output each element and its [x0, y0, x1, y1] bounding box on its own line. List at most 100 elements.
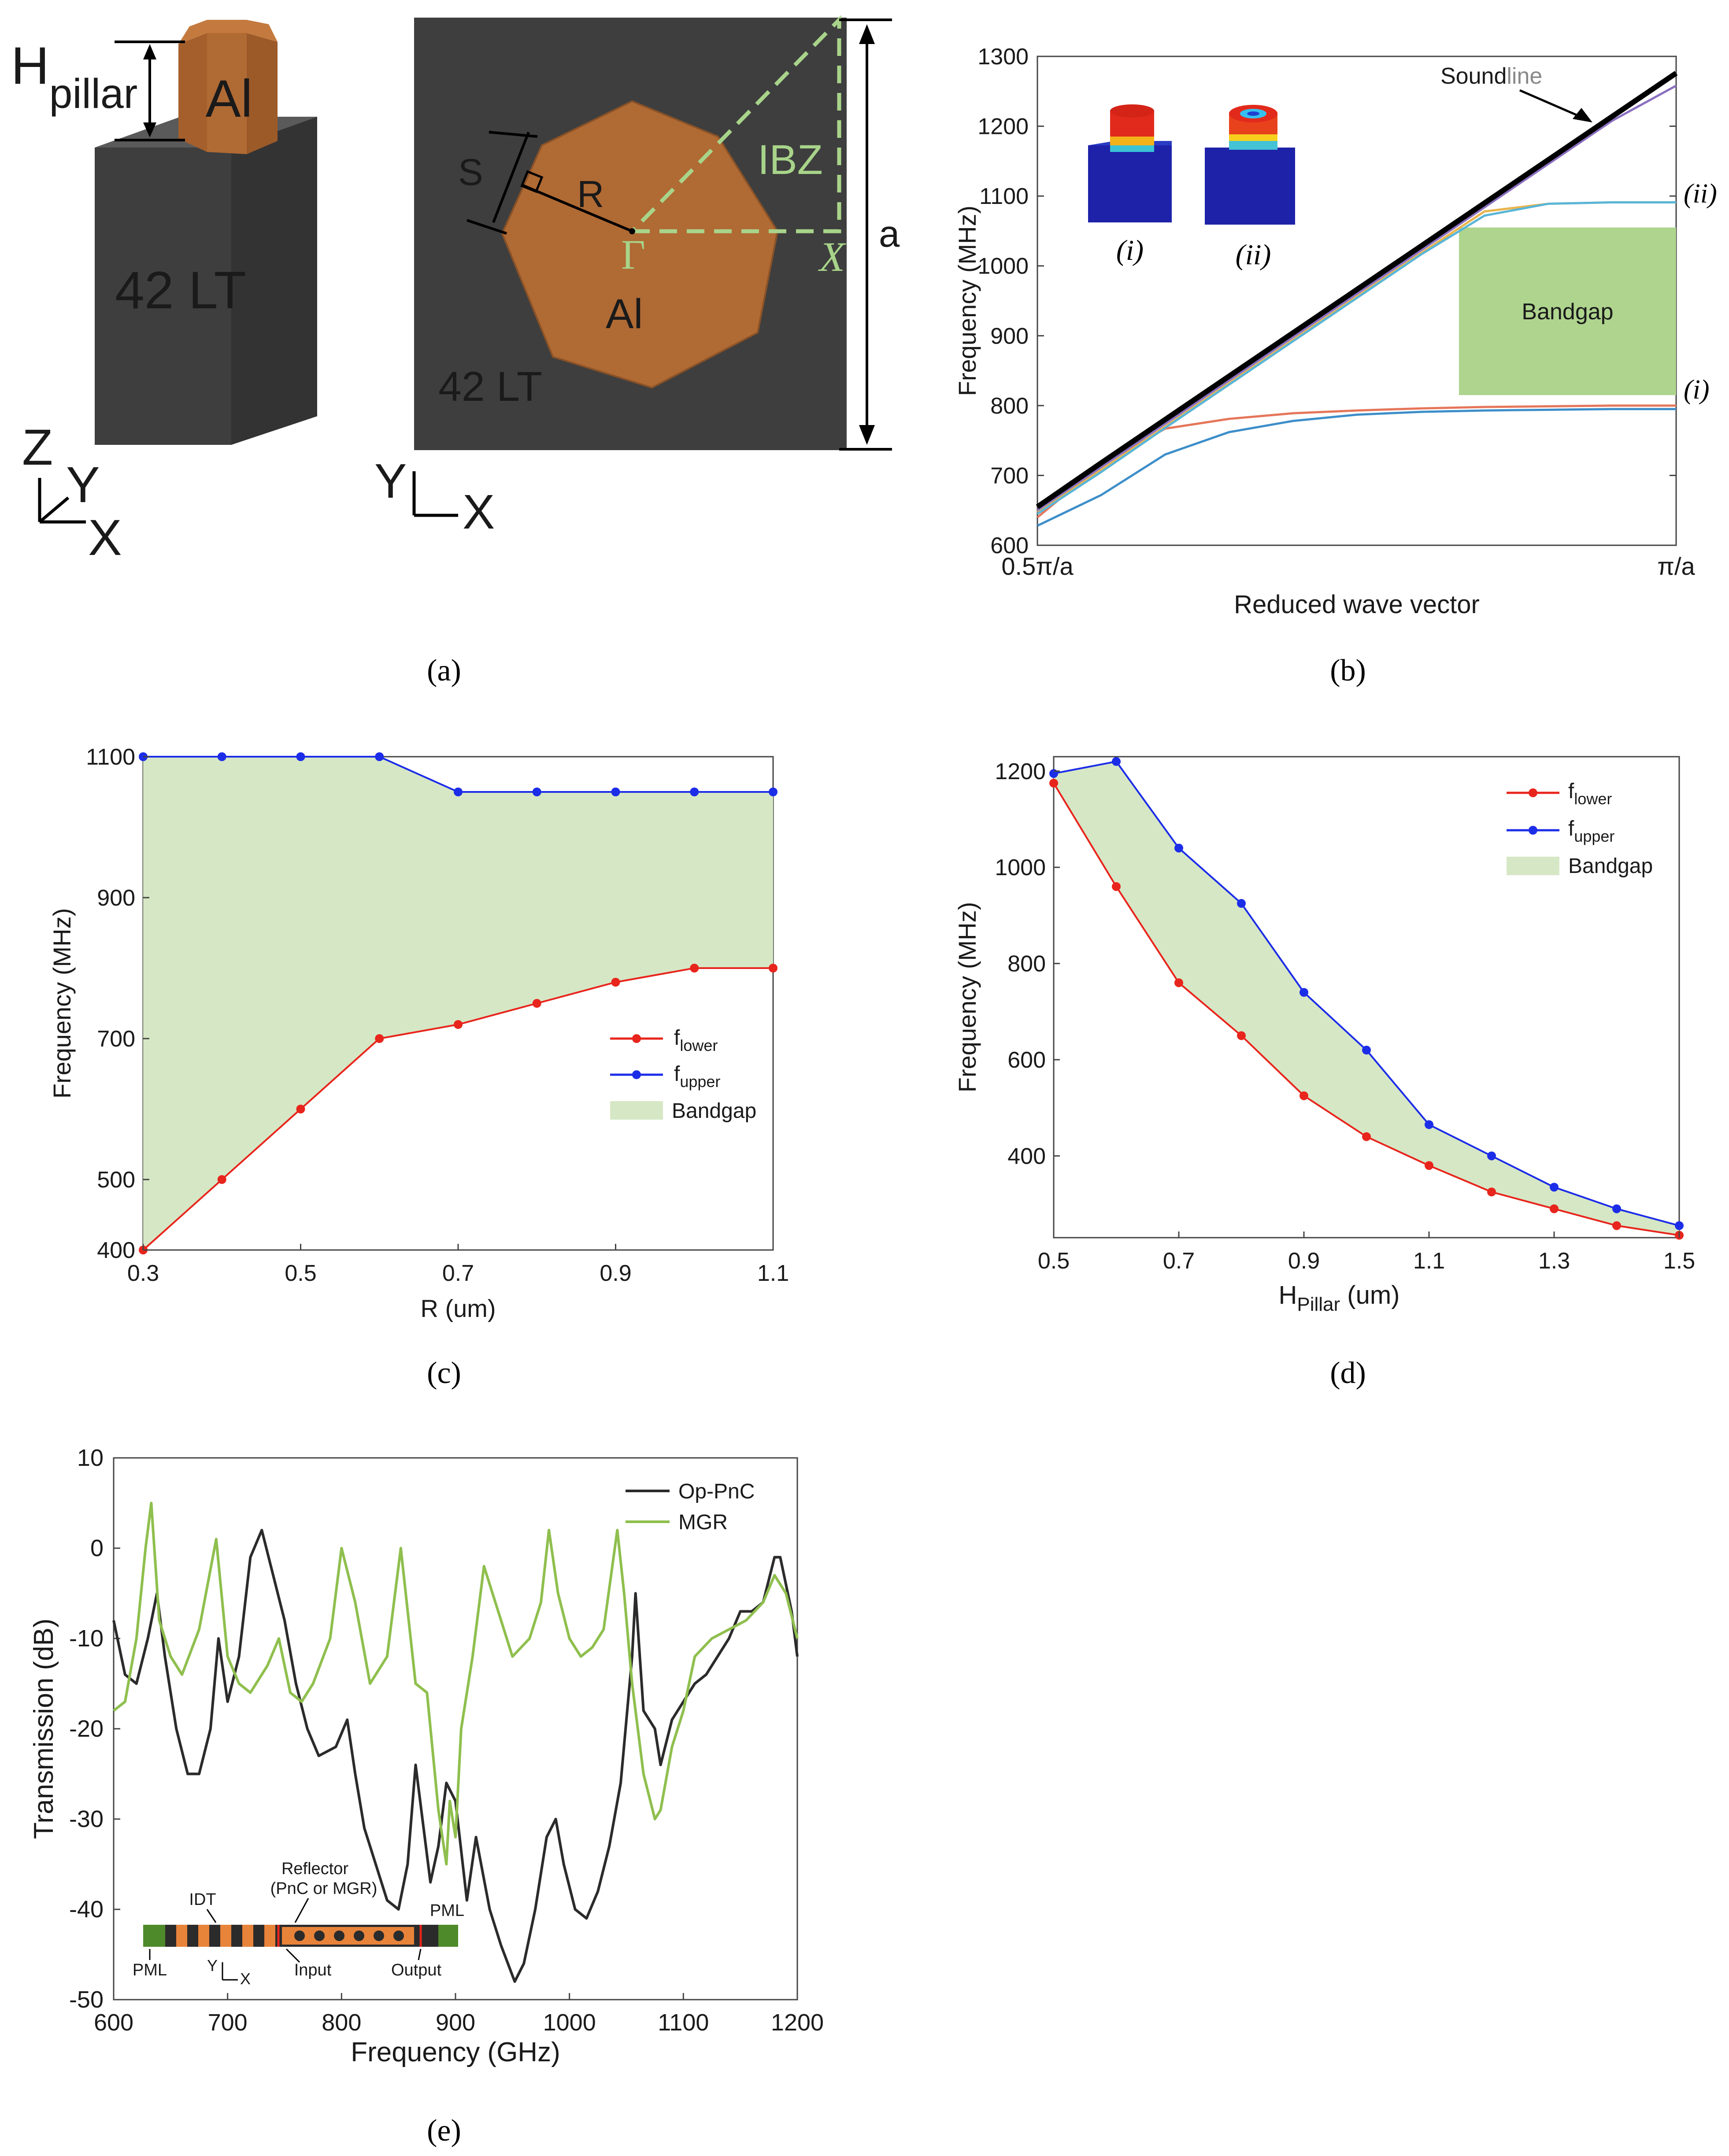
panel-c-y-tick-label: 500: [97, 1167, 135, 1193]
inset-idt-label: IDT: [189, 1890, 216, 1909]
panel-b-ylabel: Frequency (MHz): [953, 206, 981, 396]
panel-b-lines: [1036, 71, 1678, 527]
inset-mode-i: [1088, 104, 1172, 222]
panel-b-band-diagram: 600 700 800 900 1000 1100 1200 1300 Bandgap 0.5…: [953, 44, 1717, 619]
s-tick-top: [489, 131, 538, 138]
panel-c-x-tick-label: 0.5: [285, 1261, 316, 1286]
panel-c-x-tick-label: 0.3: [127, 1261, 159, 1286]
panel-e-series-op-pnc: [112, 1529, 799, 1983]
inset-pml-left: [143, 1925, 165, 1947]
top-view-lt-label: 42 LT: [438, 363, 542, 410]
panel-e-x-tick-label: 700: [208, 2009, 248, 2036]
panel-e-lines: [112, 1501, 799, 1983]
mode-i-label: (i): [1684, 375, 1710, 405]
panel-c-x-tick-label: 0.9: [600, 1261, 631, 1286]
panel-e-y-tick-label: -10: [69, 1625, 104, 1652]
panel-e-y-tick-label: -20: [69, 1716, 104, 1742]
inset-axis-y: Y: [207, 1956, 218, 1975]
panel-c-point-f-upper: [532, 788, 541, 796]
panel-c-point-f-upper: [375, 752, 384, 761]
inset-input-label: Input: [294, 1961, 332, 1979]
panel-c-ylabel: Frequency (MHz): [48, 908, 76, 1099]
panel-d-point-f-upper: [1112, 757, 1121, 766]
panel-e-legend: Op-PnC MGR: [626, 1480, 755, 1534]
panel-d-bandgap-area: [1054, 761, 1679, 1235]
panel-e-y-tick-label: -30: [69, 1806, 104, 1832]
panel-e-xlabel: Frequency (GHz): [351, 2037, 560, 2067]
panel-d-height-chart: 0.5 0.7 0.9 1.1 1.3 1.5 400 600 800 1000 1200 HPil…: [953, 756, 1695, 1315]
h-pillar-arrowhead-bottom: [143, 122, 156, 137]
panel-b-bandgap-label: Bandgap: [1522, 299, 1613, 325]
soundline-label-part2: line: [1507, 63, 1542, 89]
inset-output-label: Output: [391, 1961, 442, 1979]
panel-e-y-tick-label: 10: [77, 1445, 104, 1471]
panel-e-y-tick-label: -40: [69, 1896, 104, 1923]
top-view-axis-x: X: [463, 485, 495, 539]
inset-pml-left-label: PML: [133, 1961, 167, 1979]
panel-c-y-tick-label: 1100: [86, 744, 135, 770]
panel-c-ticks: 0.3 0.5 0.7 0.9 1.1 400 500 700 900 1100: [86, 744, 789, 1286]
panel-d-point-f-upper: [1237, 899, 1246, 908]
panel-d-ylabel: Frequency (MHz): [953, 902, 981, 1093]
panel-d-point-f-upper: [1487, 1151, 1496, 1161]
panel-b-y-tick-label: 900: [990, 323, 1029, 349]
top-view-pillar: [501, 100, 779, 389]
h-pillar-arrowhead-top: [143, 44, 156, 59]
panel-c-point-f-lower: [454, 1020, 463, 1029]
panel-d-lines: [1049, 757, 1684, 1240]
right-angle-mark: [520, 170, 544, 193]
panel-b-y-tick-label: 1000: [977, 254, 1029, 279]
inset-mode-ii: [1205, 105, 1295, 225]
panel-d-legend-upper: fupper: [1568, 817, 1614, 845]
panel-c-y-tick-label: 900: [97, 885, 135, 911]
panel-b-x-tick-end: π/a: [1657, 552, 1695, 580]
caption-a: (a): [427, 654, 461, 688]
panel-c-point-f-upper: [769, 788, 777, 796]
s-dim-line: [492, 131, 530, 223]
panel-d-point-f-lower: [1612, 1221, 1621, 1230]
panel-d-point-f-lower: [1174, 978, 1183, 987]
axes-icon-3d: [38, 478, 86, 524]
ibz-triangle: [630, 15, 841, 233]
soundline-arrow: [1519, 89, 1584, 119]
caption-d: (d): [1330, 1356, 1366, 1390]
axis-x-label: X: [88, 510, 122, 566]
lt-block-front: [95, 148, 231, 445]
panel-e-legend-mgr: MGR: [678, 1511, 728, 1534]
panel-e-plot-frame: [113, 1457, 798, 2001]
pillar-label: Al: [206, 69, 253, 128]
gamma-label: Γ: [621, 231, 645, 278]
caption-b: (b): [1330, 654, 1366, 688]
panel-e-x-tick-label: 1100: [658, 2009, 709, 2036]
inset-pml-right: [438, 1925, 458, 1947]
axes-icon-2d: [412, 471, 458, 517]
inset-reflector-label-1: Reflector: [281, 1860, 348, 1878]
panel-c-legend-lower: flower: [674, 1026, 718, 1054]
panel-a-schematic: Al 42 LT Hpillar Z Y X IBZ Γ X R S: [11, 15, 900, 566]
s-tick-bottom: [466, 219, 507, 235]
mode-ii-label: (ii): [1684, 179, 1717, 209]
panel-c-point-f-lower: [375, 1034, 384, 1043]
panel-c-xlabel: R (um): [420, 1294, 496, 1322]
panel-c-point-f-upper: [296, 752, 305, 761]
panel-c-point-f-lower: [690, 964, 699, 973]
top-view-axis-y: Y: [374, 454, 407, 508]
panel-c-point-f-lower: [217, 1175, 226, 1184]
panel-d-point-f-lower: [1362, 1132, 1371, 1141]
panel-e-ylabel: Transmission (dB): [29, 1619, 59, 1839]
panel-d-x-tick-label: 0.5: [1038, 1248, 1070, 1274]
pillar-side-right: [247, 33, 278, 154]
panel-b-series-soundline: [1036, 71, 1678, 509]
panel-e-y-tick-label: -50: [69, 1986, 104, 2013]
lt-block-side: [231, 117, 317, 445]
panel-b-y-ticks: 600 700 800 900 1000 1100 1200 1300: [977, 44, 1676, 558]
a-arrowhead-top: [859, 24, 875, 44]
ibz-label: IBZ: [758, 137, 823, 183]
inset-ii-caption: (ii): [1236, 239, 1271, 271]
panel-d-point-f-upper: [1612, 1204, 1621, 1213]
device-inset: Reflector (PnC or MGR) IDT PML PML Input…: [133, 1860, 464, 1988]
panel-b-y-tick-label: 1300: [977, 44, 1029, 70]
panel-e-x-tick-label: 900: [436, 2009, 475, 2036]
panel-c-point-f-upper: [454, 788, 463, 796]
panel-d-point-f-upper: [1425, 1120, 1433, 1129]
